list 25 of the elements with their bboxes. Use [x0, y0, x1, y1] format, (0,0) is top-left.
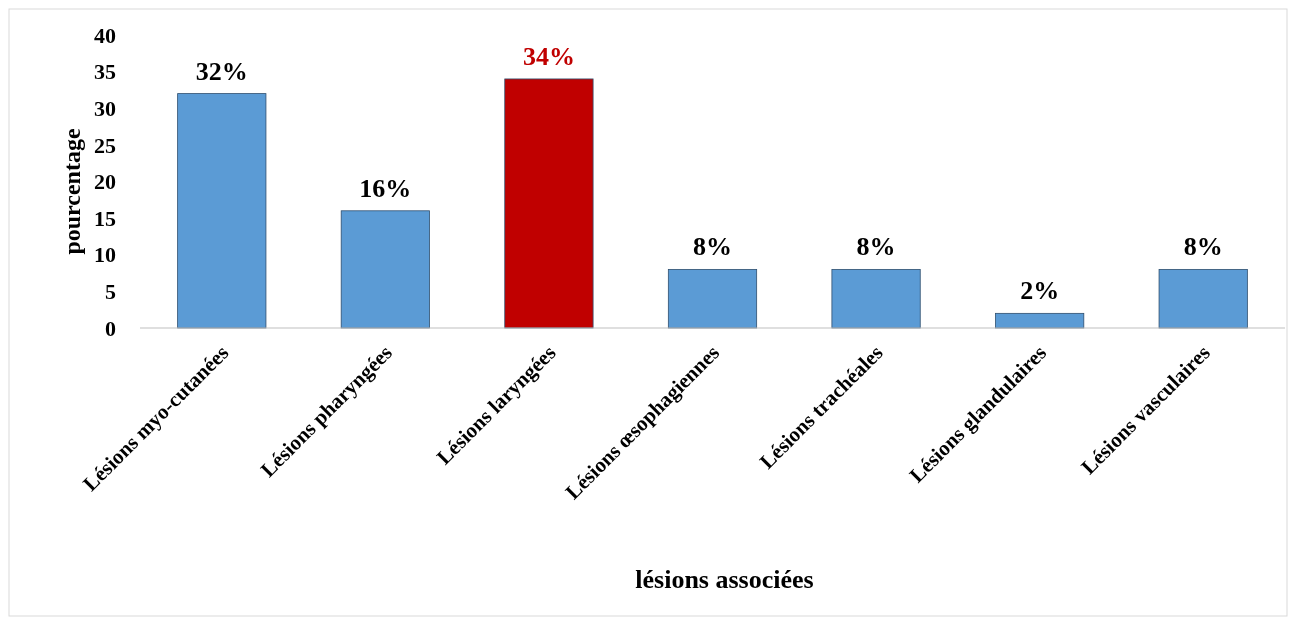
- data-label: 32%: [195, 56, 248, 86]
- x-axis-title: lésions associées: [635, 565, 814, 594]
- y-tick-label: 15: [94, 205, 116, 231]
- data-label: 34%: [522, 41, 575, 71]
- y-axis-title: pourcentage: [59, 128, 85, 255]
- y-tick-label: 30: [94, 95, 116, 121]
- bar: [831, 269, 921, 329]
- data-label: 8%: [856, 232, 896, 262]
- data-label: 16%: [359, 173, 412, 203]
- y-tick-label: 10: [94, 242, 116, 268]
- data-label: 8%: [693, 232, 732, 262]
- data-label: 2%: [1020, 276, 1060, 306]
- y-tick-label: 0: [105, 315, 116, 341]
- y-tick-label: 35: [94, 59, 116, 85]
- data-label: 8%: [1183, 232, 1223, 262]
- y-tick-label: 40: [94, 22, 116, 48]
- bar: [504, 78, 594, 329]
- bar: [667, 269, 758, 329]
- y-tick-label: 20: [94, 169, 116, 195]
- bar: [177, 93, 267, 329]
- bar: [995, 312, 1085, 329]
- bar: [340, 210, 430, 329]
- y-tick-label: 25: [94, 132, 116, 158]
- y-tick-label: 5: [105, 279, 116, 305]
- bar: [1158, 269, 1248, 329]
